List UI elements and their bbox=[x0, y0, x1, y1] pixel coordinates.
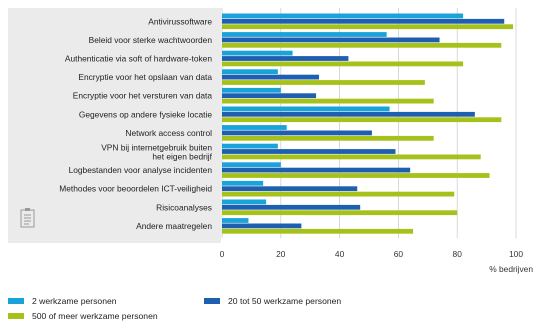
bar-chart: Antivirussoftware Beleid voor sterke wach… bbox=[8, 8, 533, 274]
bar-series-2-row-6 bbox=[222, 111, 475, 117]
category-label: Gegevens op andere fysieke locatie bbox=[79, 109, 212, 119]
tick-labels: 0 20 40 60 80 100 bbox=[220, 249, 524, 259]
legend-item-series-3: 500 of meer werkzame personen bbox=[8, 311, 158, 321]
x-tick-label: 40 bbox=[335, 249, 345, 259]
category-label: Risicoanalyses bbox=[156, 202, 212, 212]
bar-series-3-row-12 bbox=[222, 228, 414, 234]
legend-swatch-series-1 bbox=[8, 298, 24, 304]
bar-series-3-row-6 bbox=[222, 117, 502, 123]
legend-swatch-series-3 bbox=[8, 313, 24, 319]
x-tick-label: 0 bbox=[220, 249, 225, 259]
x-axis-title: % bedrijven bbox=[489, 264, 533, 274]
category-label: Antivirussoftware bbox=[148, 16, 212, 26]
category-label: Andere maatregelen bbox=[136, 221, 212, 231]
category-label: Encryptie voor het versturen van data bbox=[73, 91, 213, 101]
bar-series-2-row-12 bbox=[222, 223, 302, 229]
label-panel-background bbox=[8, 8, 221, 243]
category-label: VPN bij internetgebruik buiten het eigen … bbox=[101, 143, 212, 162]
x-tick-label: 60 bbox=[394, 249, 404, 259]
bar-series-3-row-5 bbox=[222, 98, 434, 104]
bar-series-3-row-7 bbox=[222, 135, 434, 141]
bar-series-2-row-10 bbox=[222, 186, 358, 192]
category-labels: Antivirussoftware Beleid voor sterke wach… bbox=[59, 16, 212, 231]
bar-series-1-row-12 bbox=[222, 218, 249, 223]
legend-item-series-2: 20 tot 50 werkzame personen bbox=[204, 296, 341, 306]
category-label: Network access control bbox=[125, 128, 212, 138]
category-label: Authenticatie via soft of hardware-token bbox=[65, 54, 212, 64]
legend-label-series-3: 500 of meer werkzame personen bbox=[32, 311, 158, 321]
document-icon bbox=[20, 208, 35, 228]
bar-series-3-row-8 bbox=[222, 154, 481, 160]
bar-series-2-row-8 bbox=[222, 149, 396, 154]
bar-series-1-row-6 bbox=[222, 106, 390, 112]
bar-series-3-row-1 bbox=[222, 24, 514, 30]
legend-label-series-2: 20 tot 50 werkzame personen bbox=[228, 296, 342, 306]
bar-series-3-row-11 bbox=[222, 210, 458, 216]
x-tick-label: 80 bbox=[453, 249, 463, 259]
bar-series-2-row-1 bbox=[222, 18, 505, 24]
legend-item-series-1: 2 werkzame personen bbox=[8, 296, 117, 306]
bar-series-1-row-8 bbox=[222, 143, 278, 149]
x-tick-label: 100 bbox=[509, 249, 523, 259]
bar-series-2-row-2 bbox=[222, 37, 440, 43]
bar-series-1-row-5 bbox=[222, 87, 281, 93]
category-label: Encryptie voor het opslaan van data bbox=[78, 72, 212, 82]
bar-series-2-row-9 bbox=[222, 167, 411, 173]
legend-label-series-1: 2 werkzame personen bbox=[32, 296, 117, 306]
bar-series-1-row-3 bbox=[222, 50, 293, 56]
bar-series-2-row-11 bbox=[222, 204, 361, 210]
bar-series-3-row-10 bbox=[222, 191, 455, 197]
bar-series-1-row-10 bbox=[222, 180, 264, 186]
bar-series-1-row-2 bbox=[222, 32, 387, 37]
x-tick-label: 20 bbox=[276, 249, 286, 259]
category-label: Logbestanden voor analyse incidenten bbox=[69, 165, 213, 175]
legend: 2 werkzame personen 20 tot 50 werkzame p… bbox=[8, 296, 528, 322]
bar-series-1-row-11 bbox=[222, 199, 267, 205]
bar-series-1-row-4 bbox=[222, 69, 278, 75]
bar-series-3-row-4 bbox=[222, 80, 425, 85]
bar-series-3-row-3 bbox=[222, 61, 464, 67]
bar-series-1-row-9 bbox=[222, 162, 281, 168]
category-label: Beleid voor sterke wachtwoorden bbox=[89, 35, 213, 45]
bar-series-2-row-3 bbox=[222, 56, 349, 61]
bar-series-1-row-1 bbox=[222, 13, 464, 19]
bar-series-2-row-5 bbox=[222, 93, 317, 99]
bars bbox=[222, 13, 514, 234]
legend-swatch-series-2 bbox=[204, 298, 220, 304]
bar-series-3-row-2 bbox=[222, 42, 502, 48]
bar-series-2-row-4 bbox=[222, 74, 320, 80]
category-label: Methodes voor beoordelen ICT-veiligheid bbox=[59, 184, 212, 194]
bar-series-2-row-7 bbox=[222, 130, 372, 136]
bar-series-3-row-9 bbox=[222, 173, 490, 178]
bar-series-1-row-7 bbox=[222, 125, 287, 130]
